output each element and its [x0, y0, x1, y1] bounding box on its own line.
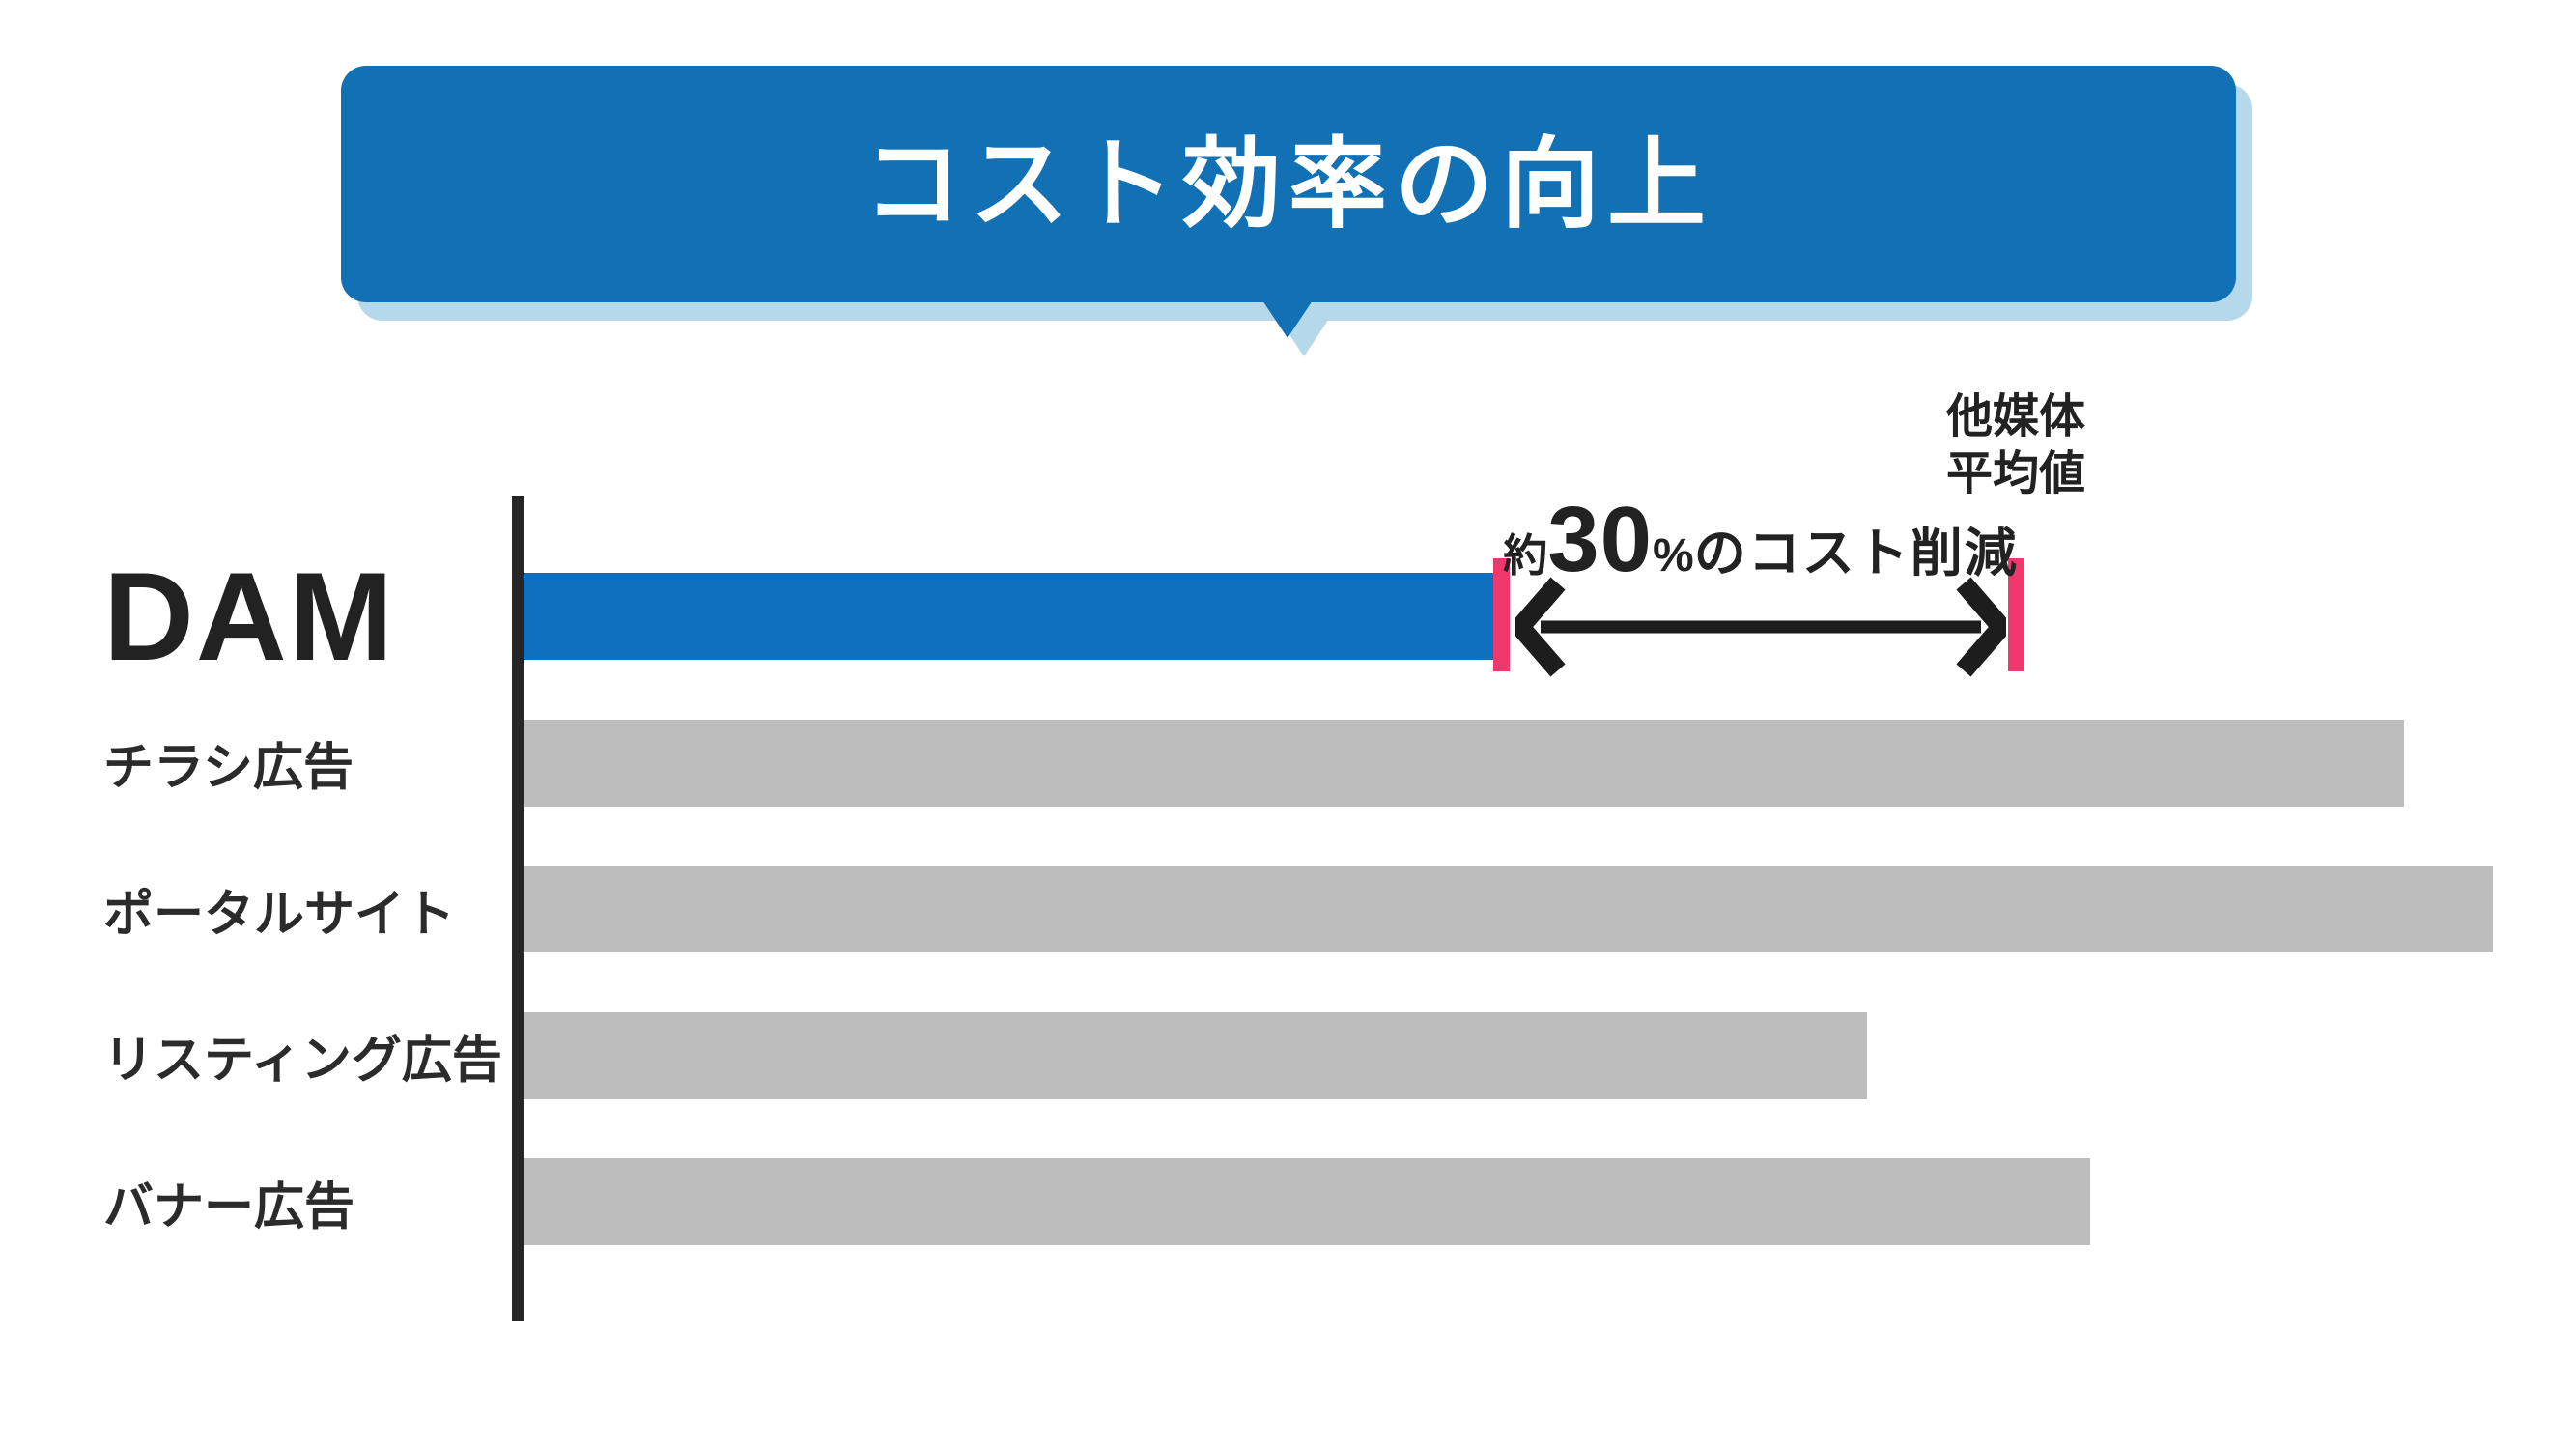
- page-title: コスト効率の向上: [863, 128, 1713, 240]
- other-media-average-label-line1: 他媒体: [1945, 391, 2086, 442]
- other-media-average-label-line2: 平均値: [1945, 447, 2086, 499]
- annotation-value: 30: [1547, 488, 1654, 591]
- chart-row-portal-site: ポータルサイト: [0, 866, 2576, 952]
- other-media-average-label: 他媒体 平均値: [1946, 389, 2085, 502]
- bar-flyer-ads: [524, 719, 2404, 807]
- bar-banner-ads: [524, 1158, 2090, 1245]
- chart-row-listing-ads: リスティング広告: [0, 1011, 2576, 1099]
- annotation-prefix: 約: [1503, 530, 1548, 581]
- category-label-portal-site: ポータルサイト: [103, 886, 456, 943]
- title-banner-pointer: [1262, 300, 1313, 338]
- other-media-average-marker: [2008, 558, 2024, 671]
- bar-listing-ads: [524, 1011, 1867, 1099]
- chart-row-flyer-ads: チラシ広告: [0, 719, 2576, 807]
- annotation-suffix: のコスト削減: [1693, 525, 2019, 582]
- cost-reduction-annotation: 約 30 % のコスト削減: [1503, 487, 2018, 593]
- chart-row-dam: DAM: [0, 546, 2576, 687]
- category-label-listing-ads: リスティング広告: [103, 1033, 502, 1089]
- chart-row-banner-ads: バナー広告: [0, 1158, 2576, 1245]
- category-label-flyer-ads: チラシ広告: [103, 740, 354, 796]
- bar-dam: [524, 573, 1493, 660]
- annotation-percent-sign: %: [1653, 530, 1694, 582]
- category-label-dam: DAM: [103, 546, 396, 687]
- y-axis-line: [512, 496, 524, 1321]
- title-banner: コスト効率の向上: [341, 66, 2236, 302]
- category-label-banner-ads: バナー広告: [103, 1179, 355, 1236]
- dam-cost-marker: [1493, 558, 1510, 671]
- double-arrow-icon: [1515, 577, 2006, 677]
- bar-portal-site: [524, 866, 2493, 952]
